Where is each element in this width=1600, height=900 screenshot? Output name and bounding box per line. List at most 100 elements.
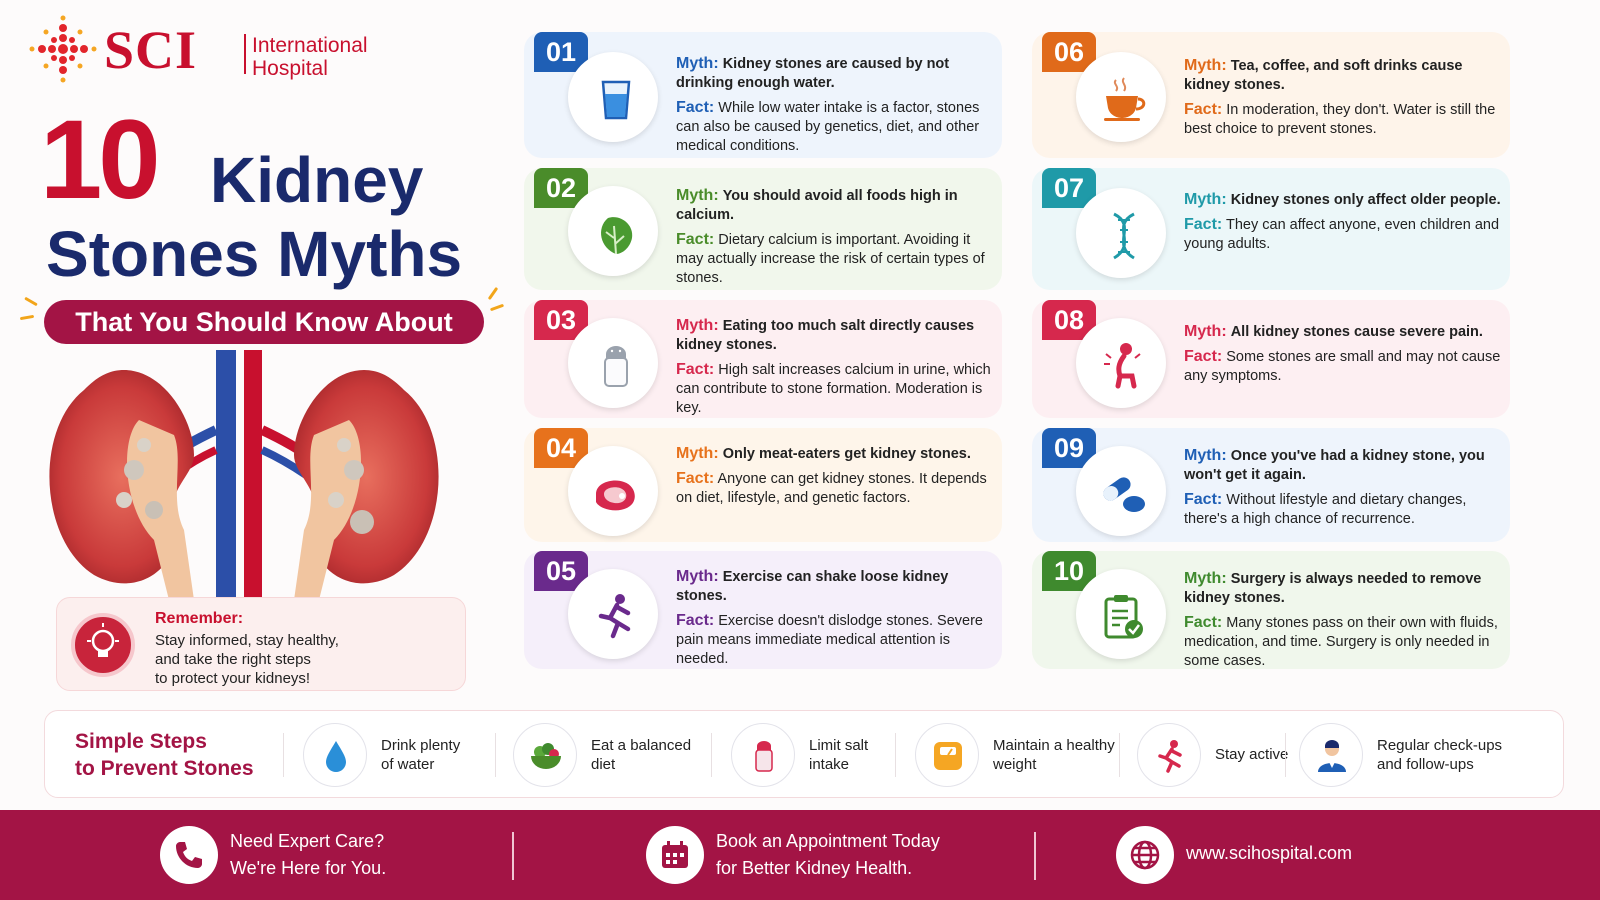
myth-text-block: Myth: Once you've had a kidney stone, yo… (1184, 446, 1502, 529)
remember-line: to protect your kidneys! (155, 670, 311, 687)
myth-text: Kidney stones only affect older people. (1230, 192, 1501, 208)
footer-divider (1034, 832, 1036, 880)
myth-text-block: Myth: Kidney stones are caused by not dr… (676, 54, 994, 156)
fact-text: Dietary calcium is important. Avoiding i… (676, 232, 985, 286)
fact-label: Fact: (676, 612, 715, 629)
pain-person-icon (1076, 318, 1166, 408)
myth-text: Eating too much salt directly causes kid… (676, 318, 975, 353)
myth-text-block: Myth: Tea, coffee, and soft drinks cause… (1184, 56, 1502, 139)
fact-text: While low water intake is a factor, ston… (676, 100, 980, 154)
lightbulb-icon (71, 613, 135, 677)
page-title: 10 Kidney Stones Myths (40, 100, 510, 360)
myth-statement: Myth: Kidney stones only affect older pe… (1184, 190, 1502, 210)
clipboard-check-icon (1076, 569, 1166, 659)
myth-label: Myth: (1184, 57, 1227, 74)
step-stay-active: Stay active (1137, 723, 1307, 787)
leafy-greens-icon (568, 186, 658, 276)
fact-label: Fact: (1184, 348, 1223, 365)
footer-text: Book an Appointment Today for Better Kid… (716, 831, 940, 878)
myth-number-badge: 01 (534, 32, 588, 72)
myth-card-01: 01 Myth: Kidney stones are caused by not … (524, 32, 1002, 158)
title-word-kidney: Kidney (210, 144, 424, 216)
salt-shaker-icon (731, 723, 795, 787)
pills-icon (1076, 446, 1166, 536)
myth-statement: Myth: Tea, coffee, and soft drinks cause… (1184, 56, 1502, 95)
fact-text: Anyone can get kidney stones. It depends… (676, 471, 987, 506)
fact-text: In moderation, they don't. Water is stil… (1184, 102, 1496, 137)
myth-card-02: 02 Myth: You should avoid all foods high … (524, 168, 1002, 290)
fact-statement: Fact: Anyone can get kidney stones. It d… (676, 469, 994, 508)
myth-card-04: 04 Myth: Only meat-eaters get kidney ston… (524, 428, 1002, 542)
footer-book-appointment[interactable]: Book an Appointment Today for Better Kid… (646, 824, 986, 886)
myth-statement: Myth: All kidney stones cause severe pai… (1184, 322, 1502, 342)
remember-box: Remember: Stay informed, stay healthy, a… (56, 597, 466, 691)
myth-label: Myth: (1184, 447, 1227, 464)
step-label: Regular check-ups and follow-ups (1377, 737, 1503, 773)
steps-divider (895, 733, 896, 777)
fact-label: Fact: (676, 470, 715, 487)
fact-statement: Fact: They can affect anyone, even child… (1184, 215, 1502, 254)
myth-label: Myth: (1184, 191, 1227, 208)
footer-text: www.scihospital.com (1186, 843, 1353, 863)
doctor-icon (1299, 723, 1363, 787)
fact-text: Some stones are small and may not cause … (1184, 349, 1501, 384)
myth-statement: Myth: Surgery is always needed to remove… (1184, 569, 1502, 608)
brand-name: SCI (104, 20, 198, 80)
myth-label: Myth: (676, 568, 719, 585)
remember-line: and take the right steps (155, 651, 311, 668)
brand-logo: SCI International Hospital (28, 14, 368, 84)
steps-title-line2: to Prevent Stones (75, 757, 254, 780)
myth-card-10: 10 Myth: Surgery is always needed to remo… (1032, 551, 1510, 669)
step-label: Drink plenty of water (381, 737, 461, 773)
myth-label: Myth: (676, 445, 719, 462)
footer-divider (512, 832, 514, 880)
fact-statement: Fact: High salt increases calcium in uri… (676, 360, 994, 418)
myth-label: Myth: (676, 317, 719, 334)
fact-statement: Fact: While low water intake is a factor… (676, 98, 994, 156)
myth-text: Only meat-eaters get kidney stones. (722, 446, 971, 462)
brand-subtitle-line2: Hospital (252, 57, 328, 80)
myth-text: Exercise can shake loose kidney stones. (676, 569, 949, 604)
myth-number-badge: 06 (1042, 32, 1096, 72)
fact-statement: Fact: In moderation, they don't. Water i… (1184, 100, 1502, 139)
title-number: 10 (40, 97, 161, 222)
myth-text-block: Myth: All kidney stones cause severe pai… (1184, 322, 1502, 386)
footer-bar: Need Expert Care? We're Here for You. Bo… (0, 810, 1600, 900)
remember-heading: Remember: (155, 610, 244, 627)
fact-statement: Fact: Dietary calcium is important. Avoi… (676, 230, 994, 288)
step-regular-checkups: Regular check-ups and follow-ups (1299, 723, 1539, 787)
step-drink-water: Drink plenty of water (303, 723, 493, 787)
myth-text-block: Myth: Only meat-eaters get kidney stones… (676, 444, 994, 508)
kidney-illustration-icon (49, 350, 439, 600)
remember-line: Stay informed, stay healthy, (155, 632, 339, 649)
fact-label: Fact: (676, 99, 715, 116)
fact-text: They can affect anyone, even children an… (1184, 217, 1500, 252)
myth-card-07: 07 Myth: Kidney stones only affect older … (1032, 168, 1510, 290)
steps-title: Simple Steps to Prevent Stones (75, 728, 254, 782)
steps-divider (1285, 733, 1286, 777)
fact-label: Fact: (1184, 101, 1223, 118)
myth-text: Once you've had a kidney stone, you won'… (1184, 448, 1485, 483)
running-person-icon (568, 569, 658, 659)
fact-label: Fact: (1184, 216, 1223, 233)
fact-label: Fact: (676, 361, 715, 378)
phone-icon (160, 826, 218, 884)
remember-body: Stay informed, stay healthy, and take th… (155, 631, 455, 688)
steps-divider (495, 733, 496, 777)
scale-icon (915, 723, 979, 787)
step-label: Maintain a healthy weight (993, 737, 1115, 773)
myth-number-badge: 10 (1042, 551, 1096, 591)
salad-bowl-icon (513, 723, 577, 787)
step-limit-salt: Limit salt intake (731, 723, 901, 787)
fact-statement: Fact: Without lifestyle and dietary chan… (1184, 490, 1502, 529)
globe-icon (1116, 826, 1174, 884)
myth-card-09: 09 Myth: Once you've had a kidney stone, … (1032, 428, 1510, 542)
fact-statement: Fact: Many stones pass on their own with… (1184, 613, 1502, 671)
step-healthy-weight: Maintain a healthy weight (915, 723, 1135, 787)
spark-decoration (24, 296, 38, 307)
myth-statement: Myth: Once you've had a kidney stone, yo… (1184, 446, 1502, 485)
fact-label: Fact: (1184, 491, 1223, 508)
fact-text: Many stones pass on their own with fluid… (1184, 615, 1498, 669)
footer-website-link[interactable]: www.scihospital.com (1116, 824, 1416, 886)
footer-expert-care[interactable]: Need Expert Care? We're Here for You. (160, 824, 460, 886)
